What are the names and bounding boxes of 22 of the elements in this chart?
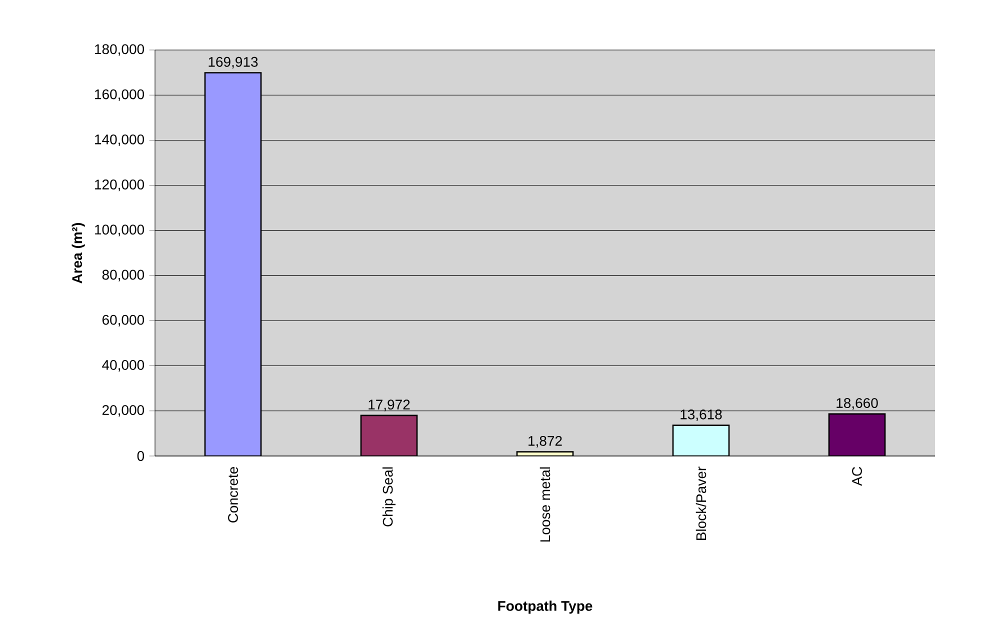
y-tick-label: 80,000 [102,270,144,282]
x-tick-label: Block/Paver [696,466,706,540]
data-label: 169,913 [208,56,258,68]
x-tick-label: AC [852,466,862,486]
y-tick-label: 60,000 [102,314,144,326]
y-tick-label: 100,000 [95,224,144,236]
y-tick-label: 120,000 [95,180,144,192]
x-tick-label: Concrete [228,467,238,522]
x-axis-title: Footpath Type [498,600,592,614]
y-tick-label: 40,000 [102,360,144,372]
y-axis-title: Area (m²) [72,223,85,284]
y-tick-label: 0 [137,451,144,461]
y-tick-label: 140,000 [95,134,144,146]
data-label: 1,872 [528,436,562,448]
data-label: 13,618 [680,409,722,422]
data-label: 17,972 [368,400,410,412]
data-label: 18,660 [836,398,878,410]
y-tick-label: 180,000 [95,44,144,56]
x-tick-label: Chip Seal [382,467,396,526]
y-tick-label: 160,000 [95,89,144,101]
y-tick-label: 20,000 [102,405,144,417]
x-tick-label: Loose metal [540,467,550,542]
